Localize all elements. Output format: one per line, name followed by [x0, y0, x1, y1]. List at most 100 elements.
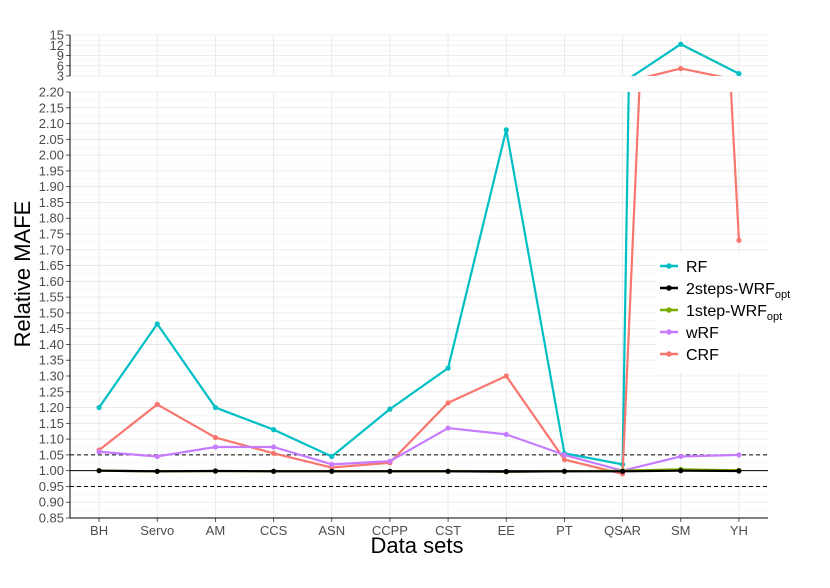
data-point-rf — [96, 404, 102, 411]
data-point-wrf — [504, 80, 509, 85]
legend-label-subscript: opt — [767, 311, 782, 323]
data-point-2steps-wrf — [96, 80, 101, 85]
y-tick-label: 1.00 — [39, 463, 64, 478]
y-tick-label: 1.90 — [39, 179, 64, 194]
data-point-wrf — [329, 80, 334, 85]
data-point-rf — [504, 77, 509, 82]
data-point-2steps-wrf — [154, 468, 160, 474]
data-point-2steps-wrf — [329, 80, 334, 85]
data-point-wrf — [154, 453, 160, 460]
data-point-rf — [271, 80, 276, 85]
data-point-2steps-wrf — [736, 468, 742, 474]
y-tick-label: 2.15 — [39, 100, 64, 115]
data-point-2steps-wrf — [562, 80, 567, 85]
data-point-rf — [270, 427, 277, 433]
legend-item-2steps-wrf: 2steps-WRFopt — [660, 281, 790, 301]
data-point-rf — [503, 127, 509, 133]
data-point-rf — [96, 80, 101, 85]
lower-panel-grid — [70, 91, 768, 519]
data-point-rf — [678, 41, 684, 47]
data-point-rf — [736, 71, 742, 76]
y-tick-label: 1.10 — [39, 432, 64, 447]
y-tick-label: 0.90 — [39, 495, 64, 510]
data-point-crf — [504, 79, 509, 84]
data-point-1step-wrf — [387, 80, 392, 85]
upper-panel-grid — [70, 34, 768, 77]
legend-swatch-point — [666, 351, 672, 357]
x-tick-label: SM — [671, 523, 691, 538]
data-point-crf — [561, 457, 568, 463]
data-point-crf — [678, 65, 684, 72]
y-tick-label: 0.95 — [39, 479, 64, 494]
axes: 0.850.900.951.001.051.101.151.201.251.30… — [39, 28, 768, 538]
data-point-2steps-wrf — [270, 468, 277, 474]
data-point-wrf — [155, 80, 160, 85]
data-point-1step-wrf — [620, 80, 625, 85]
data-point-1step-wrf — [736, 80, 741, 85]
y-tick-label: 2.20 — [39, 85, 64, 100]
legend-label: RF — [686, 259, 708, 276]
x-tick-label: BH — [90, 523, 108, 538]
data-point-wrf — [329, 461, 335, 467]
data-point-2steps-wrf — [678, 468, 684, 474]
data-point-wrf — [736, 80, 741, 85]
data-point-rf — [445, 79, 450, 84]
data-point-crf — [736, 78, 741, 83]
x-tick-label: AM — [206, 523, 226, 538]
x-tick-label: CST — [435, 523, 461, 538]
x-tick-label: ASN — [318, 523, 345, 538]
y-tick-label: 6 — [57, 58, 64, 73]
data-point-rf — [212, 404, 219, 411]
data-point-1step-wrf — [504, 80, 509, 85]
data-point-wrf — [445, 80, 450, 85]
data-point-2steps-wrf — [445, 80, 450, 85]
y-tick-label: 1.85 — [39, 195, 64, 210]
y-tick-label: 1.70 — [39, 242, 64, 257]
plot-panels — [70, 34, 768, 519]
series-line-crf — [98, 92, 741, 475]
data-point-1step-wrf — [271, 80, 276, 85]
legend-item-rf: RF — [660, 259, 708, 276]
data-point-rf — [154, 321, 160, 327]
x-tick-label: CCS — [260, 523, 288, 538]
y-tick-label: 2.10 — [39, 116, 64, 131]
data-point-1step-wrf — [329, 80, 334, 85]
x-tick-label: YH — [730, 523, 748, 538]
data-point-rf — [387, 406, 393, 412]
data-point-2steps-wrf — [561, 468, 568, 474]
y-tick-label: 1.30 — [39, 369, 64, 384]
legend-item-wrf: wRF — [660, 325, 719, 342]
y-tick-label: 1.75 — [39, 227, 64, 242]
legend-swatch-point — [666, 329, 672, 335]
data-point-wrf — [678, 453, 684, 460]
series-line-2steps-wrf — [99, 469, 739, 473]
y-tick-label: 1.55 — [39, 290, 64, 305]
series-1step-wrf — [96, 80, 741, 85]
data-point-wrf — [387, 458, 393, 464]
data-point-wrf — [270, 444, 277, 450]
y-tick-label: 1.35 — [39, 353, 64, 368]
x-tick-label: QSAR — [604, 523, 641, 538]
data-point-1step-wrf — [213, 80, 218, 85]
data-point-crf — [96, 80, 101, 85]
legend-item-crf: CRF — [660, 347, 719, 364]
y-tick-label: 1.60 — [39, 274, 64, 289]
data-point-crf — [445, 400, 451, 406]
y-tick-label: 9 — [57, 48, 64, 63]
y-tick-label: 2.05 — [39, 132, 64, 147]
data-point-wrf — [562, 80, 567, 85]
data-point-2steps-wrf — [96, 468, 102, 474]
series-line-rf — [630, 43, 740, 76]
data-point-2steps-wrf — [212, 468, 219, 474]
y-tick-label: 1.25 — [39, 384, 64, 399]
data-point-rf — [213, 80, 218, 85]
data-point-1step-wrf — [155, 80, 160, 85]
legend-item-1step-wrf: 1step-WRFopt — [660, 303, 782, 323]
data-point-rf — [155, 79, 160, 84]
legend-swatch-point — [666, 307, 672, 313]
y-tick-label: 1.15 — [39, 416, 64, 431]
data-point-crf — [736, 237, 742, 243]
y-tick-label: 1.50 — [39, 305, 64, 320]
data-point-1step-wrf — [445, 80, 450, 85]
